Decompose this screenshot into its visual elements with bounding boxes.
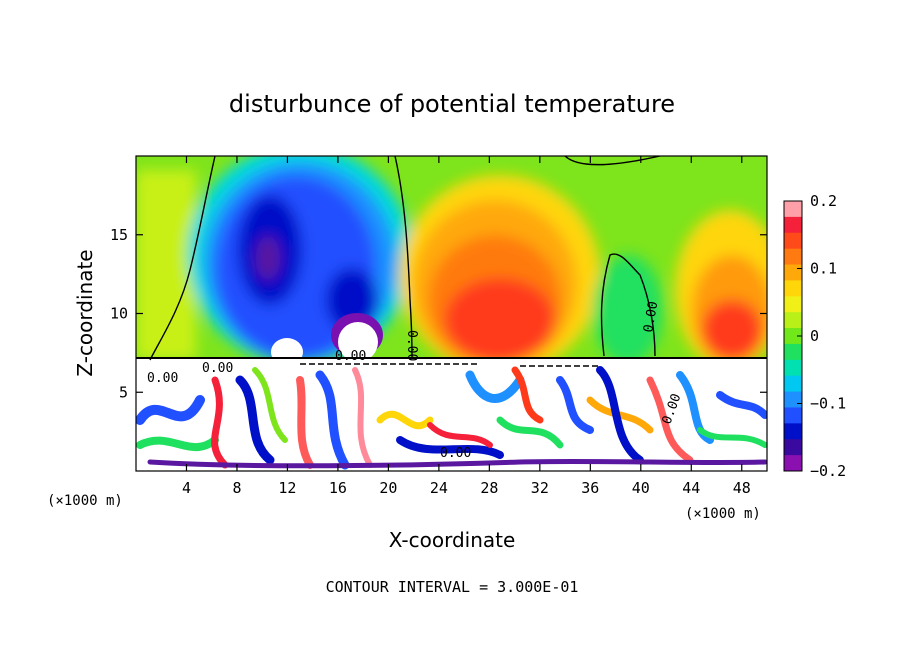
colorbar-swatch [784, 375, 802, 393]
x-tick-label: 8 [232, 479, 241, 497]
streak-green-2 [252, 367, 288, 443]
streak-red-2 [296, 376, 314, 469]
streak-red-1 [211, 376, 229, 469]
streak-blue-5 [465, 370, 525, 403]
y-tick-label: 15 [110, 226, 128, 244]
streak-yellow-1 [376, 410, 434, 430]
contour-top [564, 156, 661, 166]
contour-label: 0.00 [641, 300, 661, 333]
streak-blue-9 [716, 391, 767, 419]
colorbar-swatch [784, 216, 802, 234]
colorbar-swatch [784, 343, 802, 361]
x-tick-label: 28 [480, 479, 498, 497]
streak-red-4 [427, 422, 493, 448]
contour-mid [394, 156, 413, 359]
y-tick-label: 5 [119, 383, 128, 401]
contour-label: 0.00 [335, 349, 366, 364]
x-tick-label: 12 [278, 479, 296, 497]
streak-red-3 [352, 367, 373, 468]
colorbar-swatch [784, 201, 802, 218]
contour-lines [136, 156, 767, 367]
streak-green-3 [496, 416, 564, 449]
field-cold-purple [256, 236, 280, 280]
y-axis: 5 10 15 [110, 226, 767, 401]
x-axis-label: X-coordinate [389, 528, 516, 552]
colorbar-swatch [784, 264, 802, 281]
colorbar-tick-label: 0.2 [810, 192, 837, 210]
y-axis-label: Z-coordinate [73, 249, 97, 376]
colorbar-swatch [784, 439, 802, 456]
colorbar-swatch [784, 296, 802, 313]
colorbar-swatch [784, 232, 802, 250]
colorbar-tick-label: −0.2 [810, 462, 846, 480]
x-tick-label: 4 [182, 479, 191, 497]
field-tip-white-right [338, 322, 378, 362]
contour-boundary-dash [300, 363, 600, 367]
colorbar-swatch [784, 407, 802, 424]
colorbar: 0.2 0.1 0 −0.1 −0.2 [783, 192, 846, 480]
streak-blue-6 [556, 376, 594, 434]
colorbar-swatch [784, 328, 802, 345]
streak-red-5 [511, 366, 544, 424]
x-unit-right: (×1000 m) [685, 506, 761, 522]
x-tick-label: 44 [682, 479, 700, 497]
streak-blue-7 [596, 366, 644, 464]
streak-green-1 [136, 436, 219, 452]
streak-blue-4 [396, 436, 504, 459]
colorbar-swatch [784, 423, 802, 440]
colorbar-swatch [784, 312, 802, 329]
x-tick-label: 16 [329, 479, 347, 497]
x-tick-label: 48 [733, 479, 751, 497]
y-tick-label: 10 [110, 305, 128, 323]
x-tick-label: 36 [581, 479, 599, 497]
contour-label: 0.00 [404, 330, 419, 361]
streak-red-6 [646, 376, 694, 464]
colorbar-swatch [784, 280, 802, 297]
colorbar-swatch [784, 391, 802, 408]
colorbar-swatch [784, 455, 802, 472]
colorbar-tick-label: 0.1 [810, 260, 837, 278]
streak-blue-8 [676, 371, 714, 444]
contour-label: 0.00 [147, 371, 178, 386]
contour-label: 0.00 [202, 361, 233, 376]
contour-label-group: 0.00 0.00 0.00 0.00 0.00 0.00 0.00 [147, 300, 684, 461]
streak-blue-1 [136, 395, 205, 425]
x-tick-label: 20 [379, 479, 397, 497]
x-tick-label: 40 [632, 479, 650, 497]
field-warm-red [445, 278, 555, 362]
x-unit-left: (×1000 m) [47, 493, 123, 509]
colorbar-tick-label: 0 [810, 327, 819, 345]
streak-blue-2 [235, 375, 275, 465]
contour-interval-footer: CONTOUR INTERVAL = 3.000E-01 [326, 578, 579, 596]
contour-left [149, 156, 216, 361]
plot-area: 0.00 0.00 0.00 0.00 0.00 0.00 0.00 [136, 156, 767, 471]
colorbar-swatch [784, 359, 802, 377]
contour-label: 0.00 [440, 446, 471, 461]
field-lower-streaks [136, 366, 767, 470]
x-tick-label: 24 [430, 479, 448, 497]
x-axis: 4 8 12 16 20 24 28 32 36 40 44 48 [182, 156, 751, 497]
x-tick-label: 32 [531, 479, 549, 497]
colorbar-swatch [784, 248, 802, 266]
field-green-minimum [593, 255, 663, 365]
streak-green-4 [697, 427, 767, 448]
field-left-yellow [136, 170, 196, 360]
colorbar-tick-label: −0.1 [810, 395, 846, 413]
contour-loop [600, 253, 656, 357]
chart-title: disturbunce of potential temperature [229, 90, 675, 118]
streak-blue-3 [315, 370, 350, 470]
streak-purple-1 [147, 458, 767, 469]
field-warm-right-red [702, 300, 762, 360]
